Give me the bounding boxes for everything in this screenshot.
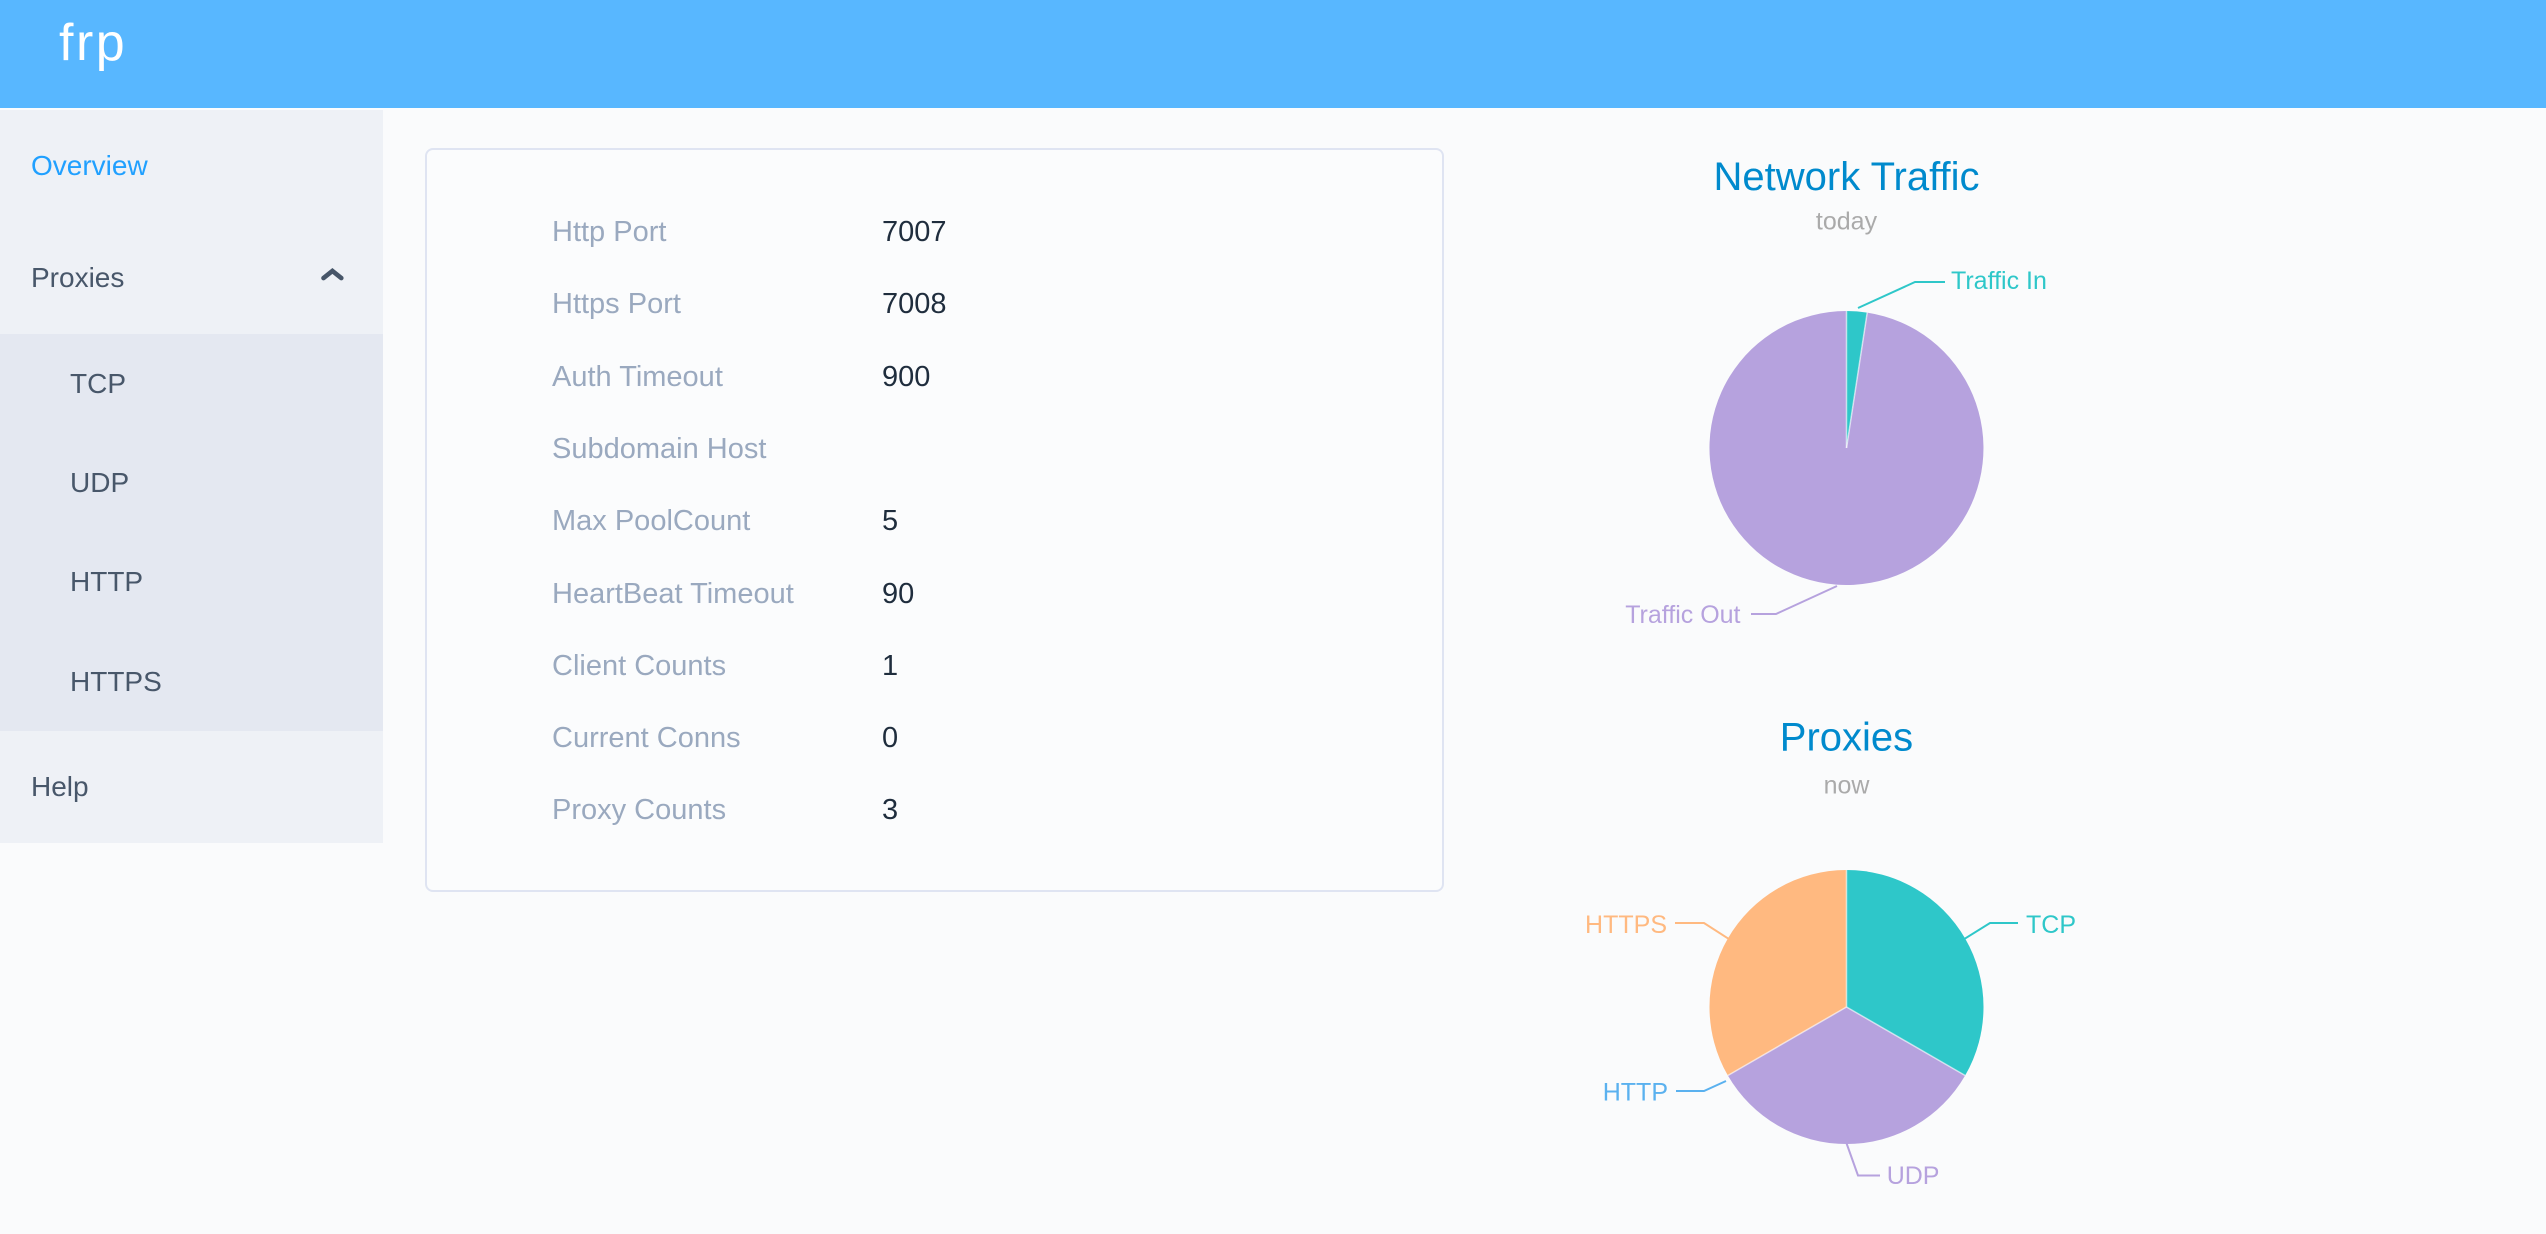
svg-text:Traffic In: Traffic In	[1951, 267, 2047, 295]
svg-text:HTTPS: HTTPS	[1585, 911, 1667, 939]
svg-text:TCP: TCP	[2026, 911, 2076, 939]
svg-text:now: now	[1824, 772, 1871, 800]
svg-text:Network Traffic: Network Traffic	[1714, 155, 1980, 199]
svg-text:Proxies: Proxies	[1780, 716, 1913, 760]
svg-text:HTTP: HTTP	[1603, 1078, 1668, 1106]
svg-text:today: today	[1816, 208, 1878, 236]
svg-text:Traffic Out: Traffic Out	[1625, 601, 1740, 629]
svg-text:UDP: UDP	[1887, 1162, 1940, 1190]
